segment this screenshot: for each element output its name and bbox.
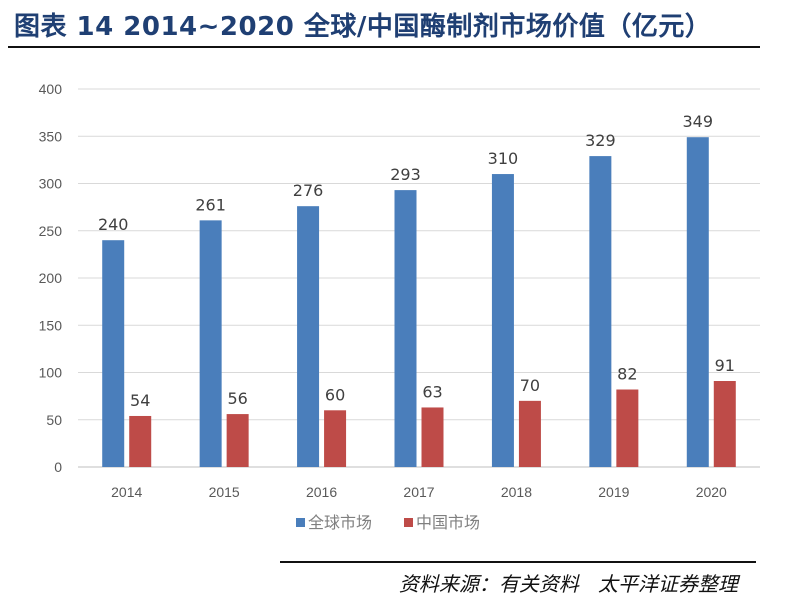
bar-global — [491, 174, 514, 468]
bar-china — [421, 407, 444, 467]
data-label: 91 — [715, 356, 735, 375]
bar-china — [713, 381, 736, 467]
bar-china — [226, 414, 249, 467]
y-tick-label: 400 — [39, 81, 63, 97]
x-tick-label: 2017 — [403, 484, 434, 500]
source-note: 资料来源：有关资料 太平洋证券整理 — [398, 572, 738, 596]
y-tick-label: 50 — [46, 412, 62, 428]
bar-global — [102, 240, 125, 467]
bar-global — [589, 156, 612, 467]
legend-swatch — [404, 518, 413, 527]
data-label: 349 — [683, 112, 714, 131]
data-label: 60 — [325, 385, 345, 404]
y-tick-label: 0 — [54, 459, 62, 475]
bar-china — [129, 415, 152, 467]
source-divider — [280, 561, 756, 563]
data-label: 82 — [617, 365, 637, 384]
figure-title: 图表 14 2014~2020 全球/中国酶制剂市场价值（亿元） — [14, 12, 712, 42]
data-label: 329 — [585, 131, 616, 150]
y-tick-label: 350 — [39, 128, 63, 144]
data-label: 261 — [195, 195, 226, 214]
legend-swatch — [296, 518, 305, 527]
x-tick-label: 2015 — [209, 484, 240, 500]
y-tick-label: 250 — [39, 223, 63, 239]
y-tick-label: 150 — [39, 317, 63, 333]
y-tick-label: 100 — [39, 365, 63, 381]
data-label: 56 — [227, 389, 247, 408]
data-label: 293 — [390, 165, 421, 184]
y-tick-label: 300 — [39, 176, 63, 192]
bar-global — [297, 206, 320, 467]
y-tick-label: 200 — [39, 270, 63, 286]
bar-china — [518, 400, 541, 467]
title-divider — [8, 46, 760, 48]
data-label: 54 — [130, 391, 150, 410]
bar-global — [686, 137, 709, 467]
data-label: 70 — [520, 376, 540, 395]
bar-chart: 0 50 100 150 200 250 300 350 400 2014 240 54 2015 261… — [39, 81, 760, 532]
legend-label: 全球市场 — [308, 513, 372, 532]
x-tick-label: 2018 — [501, 484, 532, 500]
data-label: 240 — [98, 215, 129, 234]
data-label: 63 — [422, 382, 442, 401]
legend-label: 中国市场 — [416, 513, 480, 532]
bar-global — [199, 220, 222, 467]
bar-china — [616, 389, 639, 467]
x-tick-label: 2020 — [696, 484, 727, 500]
data-label: 276 — [293, 181, 324, 200]
data-label: 310 — [488, 149, 519, 168]
x-tick-label: 2014 — [111, 484, 142, 500]
bar-china — [324, 410, 347, 467]
bar-global — [394, 190, 417, 468]
x-tick-label: 2019 — [598, 484, 629, 500]
x-tick-label: 2016 — [306, 484, 337, 500]
